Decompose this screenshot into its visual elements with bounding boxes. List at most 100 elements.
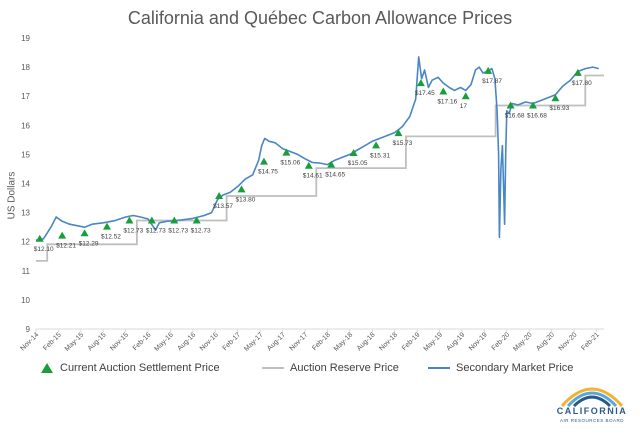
auction-price-label: $17.87: [482, 78, 502, 85]
auction-price-label: $15.73: [392, 140, 412, 147]
y-tick-label: 16: [21, 121, 30, 130]
auction-marker: [416, 79, 425, 87]
auction-marker: [58, 231, 67, 239]
auction-marker: [125, 216, 134, 224]
auction-marker: [103, 222, 111, 230]
auction-price-label: $14.61: [303, 173, 323, 180]
x-tick-label: Aug-17: [266, 331, 287, 352]
auction-marker: [506, 101, 515, 109]
x-tick-label: Nov-18: [378, 331, 399, 352]
auction-marker: [551, 94, 560, 102]
auction-price-label: $12.73: [123, 227, 143, 234]
auction-marker: [349, 148, 358, 156]
auction-price-label: $12.10: [34, 246, 54, 253]
y-tick-label: 9: [26, 325, 31, 334]
x-tick-label: Feb-21: [580, 331, 601, 352]
x-tick-label: Nov-14: [19, 331, 40, 352]
legend-item-reserve: Auction Reserve Price: [262, 362, 399, 374]
y-tick-label: 19: [21, 34, 30, 43]
auction-price-label: $12.29: [79, 240, 99, 247]
auction-marker: [282, 148, 291, 156]
x-tick-label: May-15: [64, 331, 86, 353]
auction-price-label: $14.75: [258, 169, 278, 176]
line-swatch-icon: [428, 367, 450, 369]
legend-item-secondary: Secondary Market Price: [428, 362, 573, 374]
y-tick-label: 18: [21, 63, 30, 72]
auction-price-label: $14.65: [325, 172, 345, 179]
reserve-price-line: [36, 74, 604, 262]
secondary-market-line: [35, 56, 599, 241]
y-tick-label: 14: [21, 180, 30, 189]
x-tick-label: Aug-15: [87, 331, 108, 352]
auction-marker: [80, 229, 89, 237]
y-tick-label: 15: [21, 150, 30, 159]
triangle-marker-icon: [41, 363, 53, 373]
auction-price-label: $12.73: [191, 227, 211, 234]
auction-marker: [170, 216, 179, 224]
legend-label-secondary: Secondary Market Price: [456, 362, 574, 374]
x-tick-label: Nov-19: [468, 331, 489, 352]
auction-price-label: $12.73: [146, 227, 166, 234]
auction-price-label: $12.73: [168, 227, 188, 234]
x-tick-label: Feb-15: [42, 331, 63, 352]
auction-price-label: $17.45: [415, 90, 435, 97]
y-tick-label: 10: [21, 296, 30, 305]
x-tick-label: Feb-18: [311, 331, 332, 352]
x-tick-label: May-16: [153, 331, 175, 353]
auction-marker: [259, 157, 268, 165]
auction-price-label: $17.16: [437, 99, 457, 106]
x-tick-label: Aug-16: [176, 331, 197, 352]
x-tick-label: Feb-17: [222, 331, 243, 352]
x-tick-label: May-20: [512, 331, 534, 353]
auction-price-label: $12.21: [56, 243, 76, 250]
y-tick-label: 13: [21, 209, 30, 218]
x-tick-label: Feb-19: [401, 331, 422, 352]
x-tick-label: Nov-16: [199, 331, 220, 352]
auction-marker: [461, 92, 470, 100]
auction-price-label: $16.93: [549, 105, 569, 112]
x-tick-label: Aug-20: [535, 331, 556, 352]
chart-title: California and Québec Carbon Allowance P…: [127, 8, 513, 28]
auction-marker: [35, 234, 44, 242]
x-tick-label: Feb-20: [491, 331, 512, 352]
auction-price-label: $15.31: [370, 152, 390, 159]
auction-price-label: $15.06: [280, 160, 300, 167]
x-tick-label: May-19: [423, 331, 445, 353]
legend: Current Auction Settlement Price Auction…: [0, 362, 640, 378]
auction-marker: [372, 141, 381, 149]
x-tick-label: Aug-19: [445, 331, 466, 352]
auction-marker: [394, 129, 403, 137]
auction-price-label: $13.80: [236, 196, 256, 203]
legend-item-auction: Current Auction Settlement Price: [40, 362, 220, 374]
logo-arcs-icon: [560, 387, 624, 408]
auction-price-label: $12.52: [101, 234, 121, 241]
auction-marker: [215, 192, 224, 200]
x-tick-label: Feb-16: [132, 331, 153, 352]
x-tick-label: May-18: [333, 331, 355, 353]
auction-marker: [573, 68, 582, 76]
auction-marker: [147, 216, 156, 224]
auction-marker: [529, 101, 537, 109]
x-tick-label: Nov-20: [558, 331, 579, 352]
legend-label-auction: Current Auction Settlement Price: [60, 362, 220, 374]
x-tick-label: Aug-18: [356, 331, 377, 352]
auction-marker: [192, 216, 201, 224]
carb-logo: CALIFORNIA AIR RESOURCES BOARD: [548, 376, 636, 432]
auction-marker: [484, 66, 493, 74]
y-tick-label: 12: [21, 238, 30, 247]
logo-name: CALIFORNIA: [556, 406, 628, 416]
auction-price-label: $16.68: [505, 113, 525, 120]
auction-price-label: $17.80: [572, 80, 592, 87]
legend-label-reserve: Auction Reserve Price: [290, 362, 399, 374]
x-tick-label: May-17: [243, 331, 265, 353]
auction-marker: [237, 185, 246, 193]
y-tick-label: 17: [21, 92, 30, 101]
logo-subtitle: AIR RESOURCES BOARD: [559, 418, 624, 423]
auction-marker: [304, 161, 313, 169]
auction-price-label: $15.05: [348, 160, 368, 167]
auction-price-label: $16.68: [527, 113, 547, 120]
y-tick-label: 11: [22, 267, 31, 276]
auction-marker: [439, 87, 448, 95]
